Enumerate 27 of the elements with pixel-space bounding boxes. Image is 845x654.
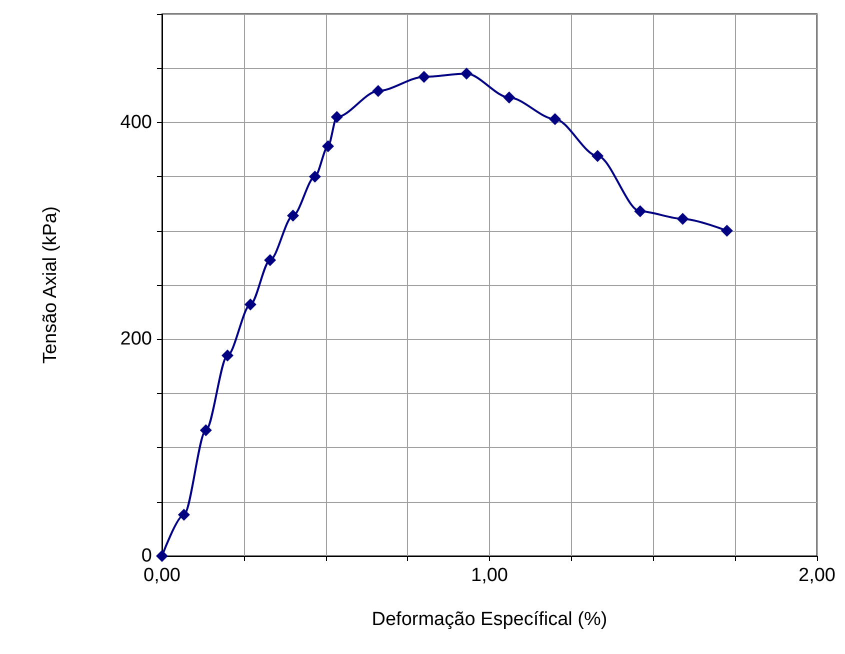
x-tick-label: 2,00 xyxy=(798,565,836,586)
point xyxy=(264,254,276,266)
point xyxy=(676,212,689,225)
y-tick-label: 200 xyxy=(120,328,152,350)
point xyxy=(178,508,190,521)
y-tick-label: 0 xyxy=(141,546,152,566)
point xyxy=(308,170,321,183)
point xyxy=(287,210,299,222)
y-axis-title: Tensão Axial (kPa) xyxy=(40,206,61,364)
x-axis-title: Deformação Específical (%) xyxy=(372,609,608,630)
point xyxy=(330,110,343,123)
point xyxy=(720,224,733,237)
x-tick-label: 1,00 xyxy=(471,565,508,586)
point xyxy=(322,140,334,152)
point xyxy=(372,84,384,97)
point xyxy=(200,424,212,436)
point xyxy=(503,91,516,104)
point xyxy=(460,68,473,80)
point xyxy=(418,70,430,83)
point xyxy=(592,150,604,162)
y-tick-label: 400 xyxy=(120,112,152,133)
point xyxy=(634,205,646,218)
point xyxy=(222,349,234,362)
point xyxy=(156,550,168,562)
point xyxy=(549,113,561,126)
x-tick-label: 0,00 xyxy=(144,565,180,586)
point xyxy=(244,298,256,311)
